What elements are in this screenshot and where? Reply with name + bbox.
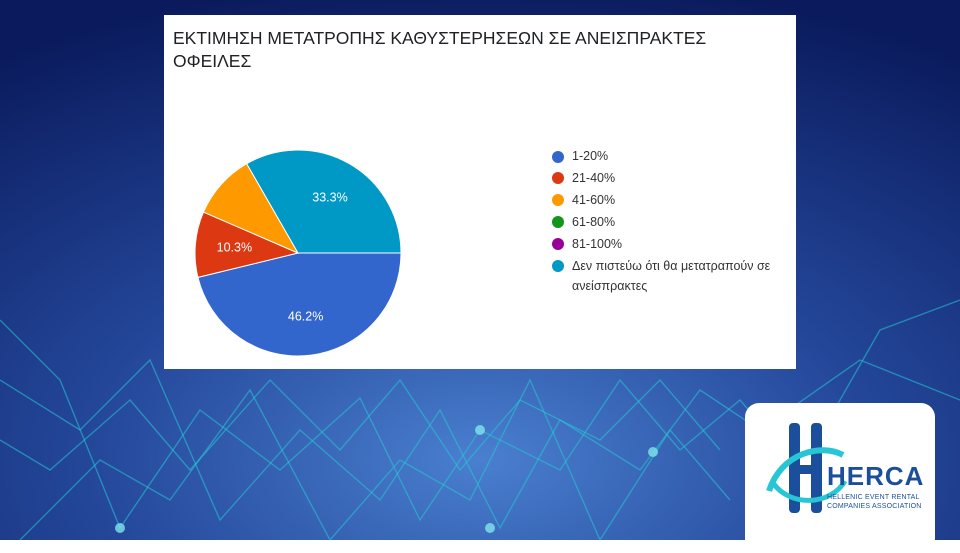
- legend-item-1: 21-40%: [552, 169, 792, 189]
- pie-slice-0: [197, 252, 402, 357]
- logo-subtitle-line1: HELLENIC EVENT RENTAL: [827, 494, 920, 501]
- chart-title: ΕΚΤΙΜΗΣΗ ΜΕΤΑΤΡΟΠΗΣ ΚΑΘΥΣΤΕΡΗΣΕΩΝ ΣΕ ΑΝΕ…: [173, 28, 707, 71]
- legend-item-2: 41-60%: [552, 191, 792, 211]
- herca-emblem-icon: [766, 423, 848, 513]
- pie-slice-5: [246, 149, 402, 254]
- legend-label-3: 61-80%: [572, 214, 616, 229]
- pie-slice-label-1: 10.3%: [217, 241, 252, 255]
- legend-swatch-0: [552, 150, 564, 163]
- legend-item-3: 61-80%: [552, 213, 792, 233]
- decorative-glow-dots: [115, 425, 658, 533]
- legend-label-1: 21-40%: [572, 170, 616, 185]
- pie-slice-label-0: 46.2%: [288, 309, 323, 323]
- legend-swatch-1: [552, 172, 564, 185]
- legend-swatch-3: [552, 216, 564, 229]
- herca-logo: HERCA HELLENIC EVENT RENTAL COMPANIES AS…: [745, 403, 935, 553]
- legend-swatch-4: [552, 238, 564, 251]
- pie-chart: 46.2% 10.3% 33.3%: [194, 149, 402, 357]
- legend-label-2: 41-60%: [572, 192, 616, 207]
- legend-label-4: 81-100%: [572, 236, 623, 251]
- legend-label-0: 1-20%: [572, 149, 609, 163]
- legend-item-5: Δεν πιστεύω ότι θα μετατραπούν σε ανείσπ…: [552, 257, 792, 296]
- legend-swatch-2: [552, 194, 564, 207]
- legend-swatch-5: [552, 260, 564, 273]
- legend-item-4: 81-100%: [552, 235, 792, 255]
- legend-item-0: 1-20%: [552, 147, 792, 167]
- legend-label-5: Δεν πιστεύω ότι θα μετατραπούν σε ανείσπ…: [572, 258, 771, 293]
- logo-subtitle-line2: COMPANIES ASSOCIATION: [827, 503, 922, 510]
- logo-wordmark: HERCA: [827, 461, 925, 491]
- pie-slice-label-5: 33.3%: [312, 191, 347, 205]
- chart-card: ΕΚΤΙΜΗΣΗ ΜΕΤΑΤΡΟΠΗΣ ΚΑΘΥΣΤΕΡΗΣΕΩΝ ΣΕ ΑΝΕ…: [164, 15, 796, 369]
- chart-legend: 1-20% 21-40% 41-60% 61-80% 81-100% Δεν πιστεύ…: [552, 147, 792, 299]
